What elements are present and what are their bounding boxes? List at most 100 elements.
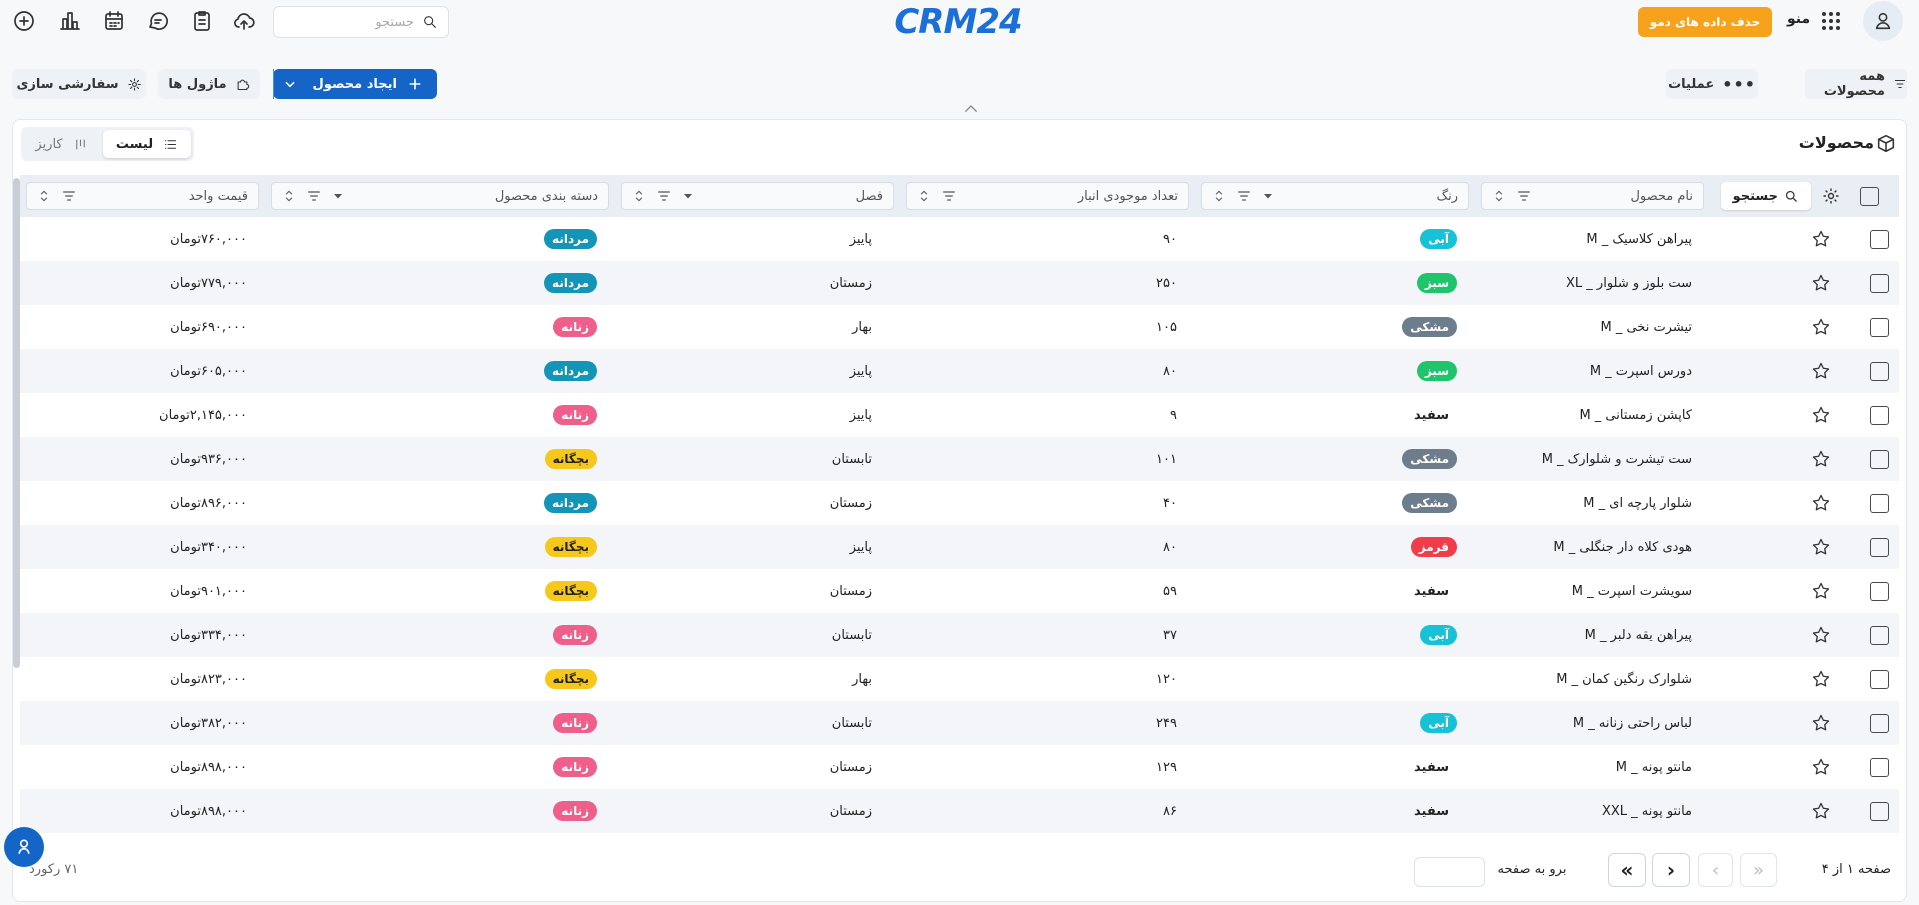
table-cell: بچگانه: [265, 525, 615, 569]
sort-icon[interactable]: [632, 188, 646, 204]
settings-button[interactable]: [1821, 186, 1841, 206]
favorite-star[interactable]: [1811, 361, 1831, 381]
customize-button[interactable]: سفارشی سازی: [12, 69, 146, 99]
row-checkbox[interactable]: [1870, 361, 1889, 381]
header-cell: فصل: [615, 175, 900, 217]
scrollbar[interactable]: [13, 178, 20, 668]
caret-icon[interactable]: [332, 190, 344, 202]
filter-icon[interactable]: [941, 188, 957, 204]
all-products-button[interactable]: همه محصولات: [1805, 69, 1907, 99]
column-sort[interactable]: [1212, 188, 1226, 204]
favorite-star[interactable]: [1811, 405, 1831, 425]
row-checkbox[interactable]: [1870, 581, 1889, 601]
sort-icon[interactable]: [37, 188, 51, 204]
last-page-button[interactable]: »: [1608, 853, 1646, 887]
caret-icon[interactable]: [1262, 190, 1274, 202]
row-checkbox[interactable]: [1870, 669, 1889, 689]
search-input[interactable]: جستجو: [273, 6, 449, 38]
menu-label[interactable]: منو: [1787, 11, 1811, 27]
row-checkbox[interactable]: [1870, 317, 1889, 337]
goto-input[interactable]: [1414, 857, 1485, 887]
row-checkbox[interactable]: [1870, 273, 1889, 293]
column-filter[interactable]: [306, 188, 322, 204]
favorite-star[interactable]: [1811, 537, 1831, 557]
filter-icon[interactable]: [1516, 188, 1532, 204]
calendar-icon[interactable]: [102, 9, 126, 33]
filter-icon[interactable]: [306, 188, 322, 204]
favorite-star[interactable]: [1811, 625, 1831, 645]
season: تابستان: [831, 715, 872, 731]
column-header[interactable]: فصل: [621, 182, 894, 210]
add-icon[interactable]: [12, 9, 36, 33]
column-caret[interactable]: [332, 190, 344, 202]
row-checkbox[interactable]: [1870, 625, 1889, 645]
row-checkbox[interactable]: [1870, 537, 1889, 557]
column-filter[interactable]: [1516, 188, 1532, 204]
support-button[interactable]: [4, 827, 44, 867]
column-sort[interactable]: [282, 188, 296, 204]
first-page-button[interactable]: «: [1740, 853, 1777, 887]
list-view-button[interactable]: لیست: [103, 130, 191, 158]
prev-page-button[interactable]: ›: [1698, 853, 1733, 887]
row-checkbox[interactable]: [1870, 449, 1889, 469]
filter-icon[interactable]: [1236, 188, 1252, 204]
logo[interactable]: CRM24: [894, 2, 1022, 42]
sort-icon[interactable]: [1492, 188, 1506, 204]
column-sort[interactable]: [1492, 188, 1506, 204]
column-header[interactable]: نام محصول: [1481, 182, 1704, 210]
menu-grid-icon[interactable]: [1819, 9, 1843, 33]
row-checkbox[interactable]: [1870, 229, 1889, 249]
operations-button[interactable]: ••• عملیات: [1666, 69, 1758, 99]
table-row: ست تیشرت و شلوارک _ M مشکی ۱۰۱ تابستان بچگان…: [20, 437, 1899, 481]
next-page-button[interactable]: ‹: [1652, 853, 1690, 887]
column-caret[interactable]: [1262, 190, 1274, 202]
favorite-star[interactable]: [1811, 581, 1831, 601]
chat-icon[interactable]: [146, 9, 170, 33]
favorite-star[interactable]: [1811, 449, 1831, 469]
column-sort[interactable]: [632, 188, 646, 204]
column-sort[interactable]: [37, 188, 51, 204]
row-checkbox[interactable]: [1870, 757, 1889, 777]
row-checkbox[interactable]: [1870, 801, 1889, 821]
tasks-icon[interactable]: [190, 9, 214, 33]
column-sort[interactable]: [917, 188, 931, 204]
column-filter[interactable]: [941, 188, 957, 204]
favorite-star[interactable]: [1811, 669, 1831, 689]
create-dropdown[interactable]: [273, 69, 305, 99]
favorite-star[interactable]: [1811, 713, 1831, 733]
upload-icon[interactable]: [232, 9, 256, 33]
delete-demo-button[interactable]: حذف داده های دمو: [1638, 7, 1772, 37]
caret-icon[interactable]: [682, 190, 694, 202]
sort-icon[interactable]: [282, 188, 296, 204]
star-icon: [1812, 318, 1830, 335]
column-header[interactable]: دسته بندی محصول: [271, 182, 609, 210]
column-filter[interactable]: [656, 188, 672, 204]
filter-icon[interactable]: [656, 188, 672, 204]
favorite-star[interactable]: [1811, 801, 1831, 821]
favorite-star[interactable]: [1811, 317, 1831, 337]
avatar[interactable]: [1863, 1, 1903, 41]
create-product-button[interactable]: ایجاد محصول: [273, 69, 437, 99]
collapse-icon[interactable]: [962, 100, 980, 118]
filter-icon[interactable]: [61, 188, 77, 204]
sort-icon[interactable]: [917, 188, 931, 204]
row-checkbox[interactable]: [1870, 493, 1889, 513]
column-caret[interactable]: [682, 190, 694, 202]
column-header[interactable]: قیمت واحد: [26, 182, 259, 210]
column-filter[interactable]: [61, 188, 77, 204]
favorite-star[interactable]: [1811, 757, 1831, 777]
row-checkbox[interactable]: [1870, 405, 1889, 425]
column-header[interactable]: رنگ: [1201, 182, 1469, 210]
favorite-star[interactable]: [1811, 493, 1831, 513]
row-checkbox[interactable]: [1870, 713, 1889, 733]
report-icon[interactable]: [58, 9, 82, 33]
favorite-star[interactable]: [1811, 273, 1831, 293]
column-header[interactable]: تعداد موجودی انبار: [906, 182, 1189, 210]
column-filter[interactable]: [1236, 188, 1252, 204]
select-all-checkbox[interactable]: [1860, 186, 1879, 206]
favorite-star[interactable]: [1811, 229, 1831, 249]
kanban-view-button[interactable]: کاریز: [24, 137, 99, 152]
sort-icon[interactable]: [1212, 188, 1226, 204]
modules-button[interactable]: ماژول ها: [158, 69, 260, 99]
search-button[interactable]: جستجو: [1720, 182, 1811, 210]
